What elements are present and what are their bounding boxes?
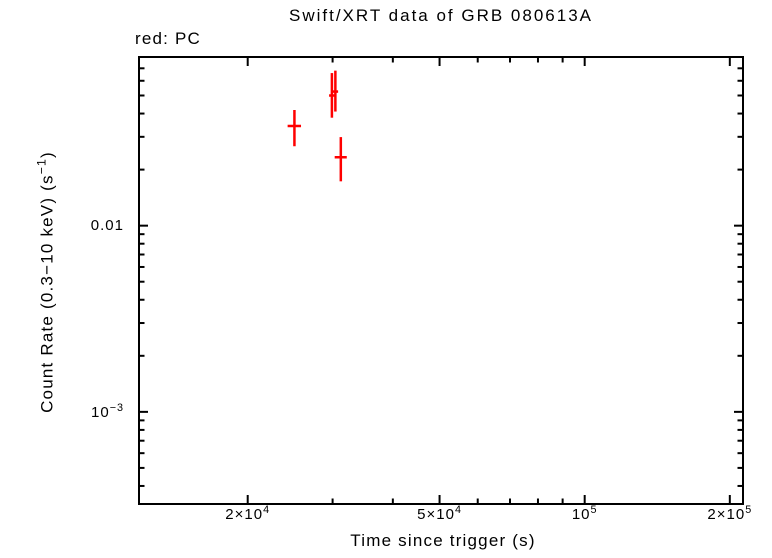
y-tick-label: 0.01 [90, 216, 124, 234]
plot-title: Swift/XRT data of GRB 080613A [288, 6, 594, 25]
x-axis-title: Time since trigger (s) [350, 531, 536, 550]
y-tick-label: 10−3 [91, 401, 124, 421]
y-axis-title: Count Rate (0.3−10 keV) (s−1) [34, 151, 57, 413]
x-tick-label: 5×104 [417, 504, 462, 523]
x-tick-label: 105 [571, 504, 598, 523]
x-tick-label: 2×104 [225, 504, 271, 523]
plot-frame [138, 56, 744, 505]
x-tick-label: 2×105 [707, 504, 753, 523]
legend-red-pc: red: PC [135, 29, 202, 48]
